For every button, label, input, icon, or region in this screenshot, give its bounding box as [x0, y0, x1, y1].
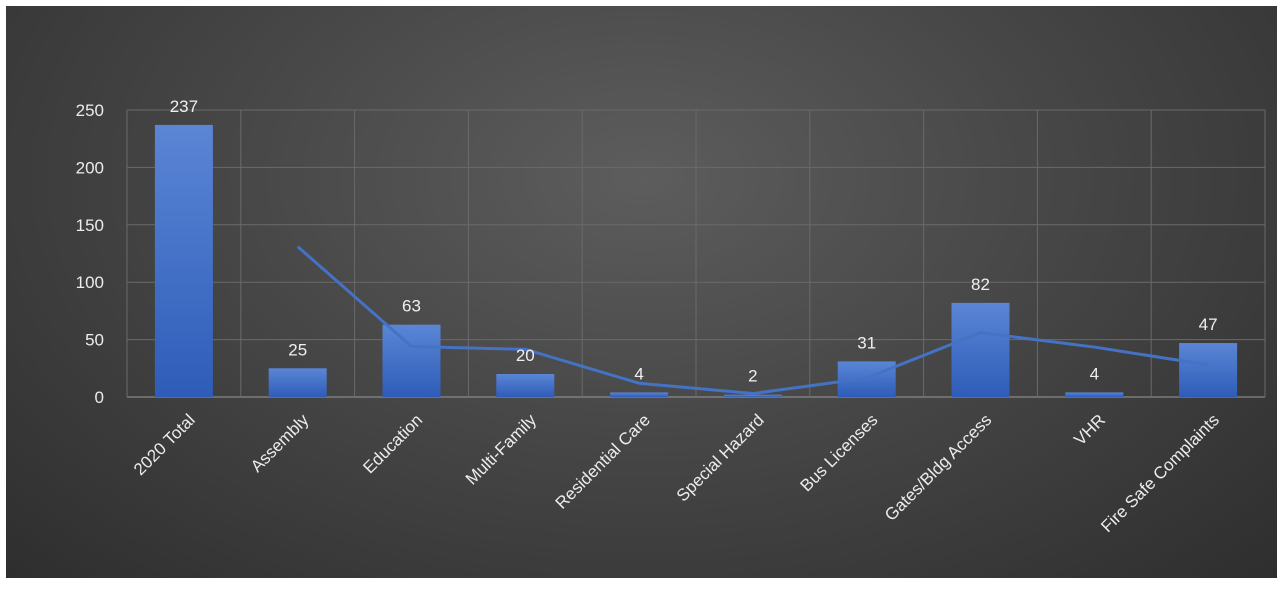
data-label: 4 [1090, 364, 1099, 383]
y-tick-label: 50 [85, 331, 104, 350]
x-tick-label: Education [359, 410, 426, 477]
bar [268, 368, 327, 397]
bar [610, 392, 669, 397]
y-tick-label: 200 [76, 158, 104, 177]
data-label: 31 [857, 333, 876, 352]
data-label: 25 [288, 340, 307, 359]
x-tick-label: Special Hazard [673, 410, 768, 505]
bar [382, 324, 441, 397]
data-label: 47 [1199, 315, 1218, 334]
trend-line [296, 245, 1209, 396]
data-labels: 237 25 63 20 4 2 31 82 4 47 [170, 97, 1218, 386]
data-label: 20 [516, 346, 535, 365]
bar [1065, 392, 1124, 397]
bar [723, 394, 782, 397]
x-tick-label: VHR [1070, 410, 1109, 449]
x-tick-label: Gates/Bldg Access [881, 410, 995, 524]
chart-area: 237 25 63 20 4 2 31 82 4 47 0 50 100 150 200 250 2020 … [6, 6, 1277, 578]
bar [496, 374, 555, 397]
bar [951, 302, 1010, 397]
data-label: 237 [170, 97, 198, 116]
y-tick-label: 250 [76, 101, 104, 120]
x-axis-ticks: 2020 Total Assembly Education Multi-Family R… [130, 410, 1223, 536]
trend-line-path [296, 245, 1209, 396]
y-tick-label: 100 [76, 273, 104, 292]
data-label: 63 [402, 297, 421, 316]
x-tick-label: Multi-Family [462, 410, 541, 489]
x-tick-label: Residential Care [552, 410, 654, 512]
x-tick-label: 2020 Total [130, 410, 199, 479]
x-tick-label: Bus Licenses [797, 410, 882, 495]
bar-chart: 237 25 63 20 4 2 31 82 4 47 0 50 100 150 200 250 2020 … [76, 97, 1266, 536]
y-axis-ticks: 0 50 100 150 200 250 [76, 101, 104, 407]
data-label: 4 [634, 364, 643, 383]
data-label: 2 [748, 367, 757, 386]
x-tick-label: Assembly [247, 410, 313, 476]
y-tick-label: 150 [76, 216, 104, 235]
bar [154, 124, 213, 397]
y-tick-label: 0 [95, 388, 104, 407]
x-tick-label: Fire Safe Complaints [1097, 410, 1223, 536]
data-label: 82 [971, 275, 990, 294]
gridlines [126, 109, 1266, 398]
bar [1179, 343, 1238, 397]
